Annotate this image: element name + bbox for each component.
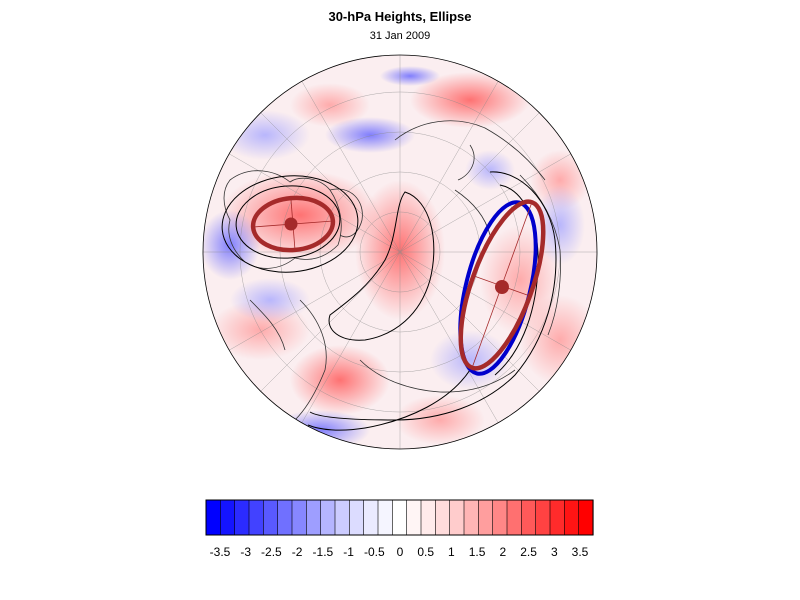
colorbar-label: 1 bbox=[448, 545, 455, 559]
page-title: 30-hPa Heights, Ellipse bbox=[328, 9, 472, 24]
colorbar-cell bbox=[578, 499, 594, 536]
colorbar-label: 0 bbox=[397, 545, 404, 559]
colorbar-cell bbox=[363, 499, 379, 536]
colorbar-cell bbox=[449, 499, 465, 536]
colorbar-cell bbox=[564, 499, 580, 536]
page-subtitle: 31 Jan 2009 bbox=[369, 30, 431, 42]
colorbar-label: -3 bbox=[240, 545, 251, 559]
colorbar-label: 0.5 bbox=[417, 545, 434, 559]
colorbar-cell bbox=[420, 499, 436, 536]
colorbar-label: 1.5 bbox=[469, 545, 486, 559]
colorbar-label: 3.5 bbox=[572, 545, 589, 559]
colorbar-label: -1 bbox=[343, 545, 354, 559]
colorbar-label: -0.5 bbox=[364, 545, 385, 559]
colorbar-cell bbox=[492, 499, 508, 536]
colorbar-labels: -3.5 -3 -2.5 -2 -1.5 -1 -0.5 0 0.5 1 1.5 2 2.5 3 3.5 bbox=[210, 545, 589, 559]
colorbar-cell bbox=[349, 499, 365, 536]
colorbar-cell bbox=[377, 499, 393, 536]
colorbar-cell bbox=[521, 499, 537, 536]
colorbar-label: 2.5 bbox=[520, 545, 537, 559]
colorbar-cell bbox=[306, 499, 322, 536]
colorbar-cell bbox=[535, 499, 551, 536]
coastlines bbox=[223, 120, 561, 421]
colorbar-label: -2 bbox=[292, 545, 303, 559]
colorbar-label: -3.5 bbox=[210, 545, 231, 559]
colorbar-cell bbox=[549, 499, 565, 536]
colorbar-cell bbox=[435, 499, 451, 536]
colorbar-cells bbox=[205, 499, 594, 536]
colorbar-label: 3 bbox=[551, 545, 558, 559]
vortex-center-east bbox=[495, 280, 509, 294]
graticule bbox=[203, 55, 597, 449]
colorbar-cell bbox=[406, 499, 422, 536]
vortex-center-west bbox=[284, 217, 298, 231]
globe-border bbox=[202, 54, 598, 450]
colorbar-cell bbox=[277, 499, 293, 536]
colorbar-cell bbox=[205, 499, 221, 536]
colorbar-cell bbox=[463, 499, 479, 536]
height-contours bbox=[221, 171, 557, 431]
colorbar-cell bbox=[248, 499, 264, 536]
colorbar-label: 2 bbox=[500, 545, 507, 559]
colorbar-cell bbox=[220, 499, 236, 536]
colorbar-cell bbox=[334, 499, 350, 536]
colorbar-cell bbox=[392, 499, 408, 536]
colorbar-cell bbox=[291, 499, 307, 536]
colorbar-label: -1.5 bbox=[313, 545, 334, 559]
colorbar-cell bbox=[478, 499, 494, 536]
colorbar-label: -2.5 bbox=[261, 545, 282, 559]
colorbar-cell bbox=[234, 499, 250, 536]
colorbar-frame bbox=[205, 499, 594, 536]
colorbar-cell bbox=[320, 499, 336, 536]
colorbar-cell bbox=[263, 499, 279, 536]
colorbar-cell bbox=[506, 499, 522, 536]
